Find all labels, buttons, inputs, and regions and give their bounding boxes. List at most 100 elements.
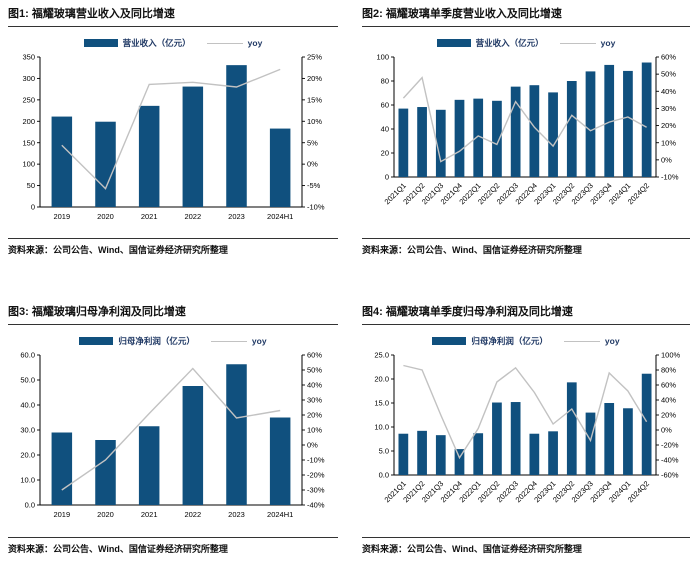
bar-2021Q2 (417, 430, 427, 475)
chart-1-revenue-annual: 0 50 100 150 200 250 300 350 -10% -5% 0% 5% 10% 15% 20… (22, 53, 325, 221)
bar-2021 (138, 105, 160, 207)
line-series-label: yoy (251, 336, 267, 346)
right-axis-tick-label: 5% (307, 138, 318, 147)
bar-2021Q1 (398, 433, 409, 475)
left-axis-tick-label: 100 (376, 53, 389, 62)
figure-4-source: 资料来源：公司公告、Wind、国信证券经济研究所整理 (362, 544, 582, 554)
figure-4-source-wrap: 资料来源：公司公告、Wind、国信证券经济研究所整理 (362, 537, 690, 555)
bar-series-label: 归母净利润（亿元） (118, 336, 195, 346)
bar-2024Q1 (623, 70, 633, 177)
yoy-line (402, 76, 647, 163)
left-axis-tick-label: 100 (22, 160, 35, 169)
right-axis-tick-label: 0% (307, 160, 318, 169)
figure-3-legend: 归母净利润（亿元） yoy (8, 335, 338, 347)
right-axis-tick-label: 10% (307, 426, 322, 435)
left-axis-tick-label: 150 (22, 138, 35, 147)
bar-2021Q2 (417, 107, 427, 177)
bar-2023Q3 (585, 412, 596, 475)
x-tick-label: 2020 (97, 510, 114, 519)
left-axis-tick-label: 60 (381, 101, 389, 110)
bars-group (398, 373, 652, 475)
bar-2020 (95, 440, 116, 505)
left-axis-tick-label: 10.0 (374, 423, 389, 432)
bars-group (51, 364, 291, 505)
legend-item-line: yoy (559, 38, 616, 48)
figure-2-source: 资料来源：公司公告、Wind、国信证券经济研究所整理 (362, 245, 582, 255)
left-axis-tick-label: 20.0 (20, 451, 35, 460)
bar-2019 (51, 116, 73, 207)
left-axis-tick-label: 0.0 (379, 471, 389, 480)
right-axis-tick-label: -10% (661, 173, 679, 182)
bar-series-label: 营业收入（亿元） (475, 38, 544, 48)
bar-2021Q3 (435, 109, 446, 177)
bar-2021Q1 (398, 108, 409, 177)
bar-2021Q4 (454, 449, 465, 475)
figure-2-title: 图2: 福耀玻璃单季度营业收入及同比增速 (362, 8, 690, 27)
right-axis-tick-label: -10% (307, 203, 325, 212)
bar-series-swatch (432, 337, 467, 345)
legend-item-bar: 营业收入（亿元） (436, 37, 544, 49)
left-axis-tick-label: 15.0 (374, 399, 389, 408)
right-axis-tick-label: 20% (307, 74, 322, 83)
figure-2-source-wrap: 资料来源：公司公告、Wind、国信证券经济研究所整理 (362, 238, 690, 256)
right-axis-tick-label: 30% (661, 104, 676, 113)
left-axis-tick-label: 25.0 (374, 351, 389, 360)
left-axis-tick-label: 300 (22, 74, 35, 83)
bar-2023Q1 (548, 431, 558, 475)
right-axis-tick-label: 60% (307, 351, 322, 360)
x-tick-label: 2020 (97, 212, 114, 221)
left-axis-tick-label: 60.0 (20, 351, 35, 360)
line-series-swatch (210, 340, 247, 342)
bar-2023 (226, 364, 247, 505)
x-axis-labels: 2019 2020 2021 2022 2023 2024H1 (53, 510, 293, 519)
bar-2023Q3 (585, 71, 596, 177)
right-axis-tick-label: 0% (307, 441, 318, 450)
right-axis-tick-label: 0% (661, 155, 672, 164)
right-axis-tick-label: -60% (661, 471, 679, 480)
right-axis-tick-label: 60% (661, 381, 676, 390)
figure-panel-1: 图1: 福耀玻璃营业收入及同比增速 营业收入（亿元） yoy 0 50 100 150… (0, 0, 350, 282)
figure-1-source-wrap: 资料来源：公司公告、Wind、国信证券经济研究所整理 (8, 238, 338, 256)
bar-2021Q4 (454, 99, 465, 177)
right-axis-tick-label: 10% (307, 117, 322, 126)
right-axis-tick-label: 60% (661, 53, 676, 62)
yoy-line (61, 367, 281, 491)
bar-2023Q2 (566, 81, 577, 177)
right-axis-tick-label: 30% (307, 396, 322, 405)
figure-panel-2: 图2: 福耀玻璃单季度营业收入及同比增速 营业收入（亿元） yoy 0 20 40 6… (350, 0, 700, 282)
figure-3-source-wrap: 资料来源：公司公告、Wind、国信证券经济研究所整理 (8, 537, 338, 555)
legend-item-line: yoy (206, 38, 262, 48)
bar-2020 (95, 121, 116, 207)
bar-2022Q3 (510, 86, 521, 177)
bar-2019 (51, 432, 73, 505)
left-axis-tick-label: 50.0 (20, 376, 35, 385)
bar-2022 (182, 386, 204, 505)
chart-3-netprofit-annual: 0.0 10.0 20.0 30.0 40.0 50.0 60.0 -40% -30% -20% -… (20, 351, 325, 519)
bar-2021Q3 (435, 435, 446, 475)
bar-2021 (138, 426, 160, 505)
bar-series-label: 营业收入（亿元） (122, 38, 191, 48)
right-axis-tick-label: -5% (307, 181, 321, 190)
bar-2024H1 (269, 417, 291, 505)
x-tick-label: 2022 (184, 510, 201, 519)
left-axis-tick-label: 20.0 (374, 375, 389, 384)
legend-item-bar: 归母净利润（亿元） (79, 335, 195, 347)
bar-2024Q2 (641, 373, 652, 475)
bar-series-swatch (83, 39, 118, 47)
bar-2022Q4 (529, 433, 540, 475)
x-tick-label: 2024H1 (267, 510, 293, 519)
line-series-label: yoy (600, 38, 616, 48)
right-axis-tick-label: 40% (661, 87, 676, 96)
left-axis-tick-label: 0 (31, 203, 35, 212)
bar-2024H1 (269, 128, 291, 207)
bars-group (51, 65, 291, 207)
right-axis-tick-label: 40% (661, 396, 676, 405)
right-axis-tick-label: -30% (307, 486, 325, 495)
right-axis-tick-label: 100% (661, 351, 681, 360)
yoy-line (61, 68, 281, 190)
right-axis-tick-label: 25% (307, 53, 322, 62)
figure-1-title: 图1: 福耀玻璃营业收入及同比增速 (8, 8, 338, 27)
bar-2023Q2 (566, 382, 577, 475)
x-tick-label: 2019 (53, 510, 70, 519)
right-axis-tick-label: 20% (661, 121, 676, 130)
